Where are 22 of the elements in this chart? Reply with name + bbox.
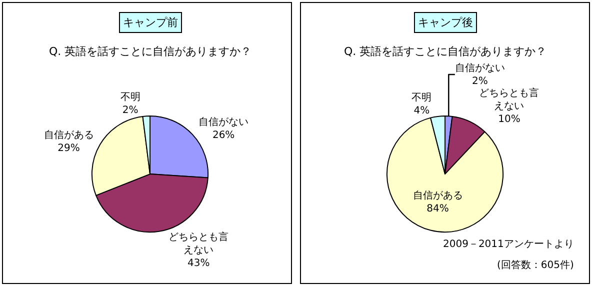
slice-label: 自信がある: [412, 190, 463, 202]
data-label: 43%: [187, 258, 210, 269]
text: (回答数：605件): [497, 259, 574, 271]
slice-label: 不明: [412, 92, 432, 104]
slice-label: 自信がない: [198, 116, 249, 128]
slice-label: 不明: [120, 92, 140, 104]
data-label: 2%: [472, 76, 488, 87]
chart-subtitle: Q. 英語を話すことに自信がありますか？: [49, 45, 252, 58]
data-label: 29%: [58, 142, 80, 154]
slice-label: どちらとも言えない: [479, 86, 540, 112]
data-label: 4%: [414, 106, 430, 117]
chart-title: キャンプ前: [123, 16, 178, 29]
data-label: 26%: [212, 130, 235, 141]
chart-title: キャンプ後: [418, 16, 473, 29]
data-label: 10%: [498, 114, 520, 125]
slice-label: 自信がある: [44, 128, 94, 141]
slice-label: 自信がない: [454, 62, 505, 74]
chart-subtitle: Q. 英語を話すことに自信がありますか？: [344, 45, 547, 58]
text: 2009－2011アンケートより: [443, 239, 574, 250]
data-label: 2%: [122, 105, 138, 116]
slice-label: どちらとも言えない: [168, 230, 229, 256]
data-label: 84%: [426, 204, 449, 215]
